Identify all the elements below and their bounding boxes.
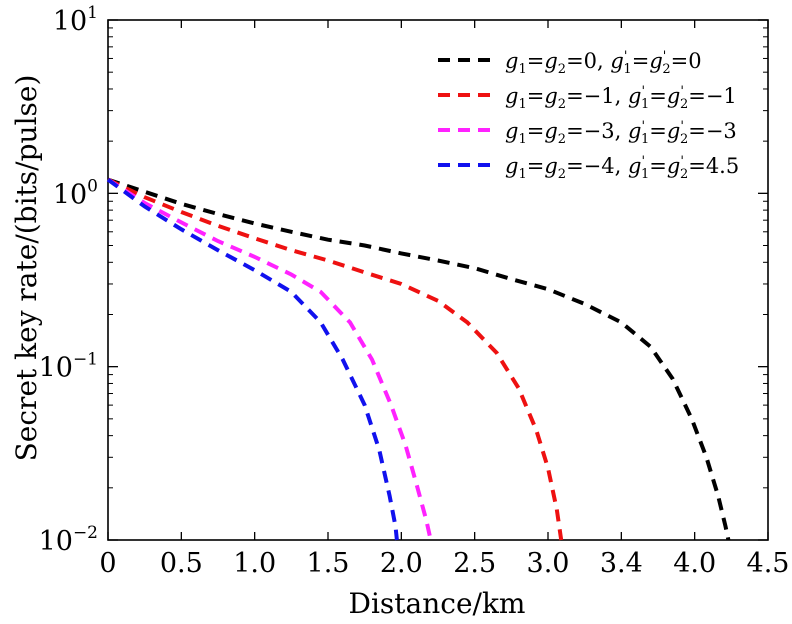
y-tick-label: 10−2 bbox=[39, 523, 98, 557]
x-axis-label: Distance/km bbox=[349, 587, 526, 620]
y-tick-label: 100 bbox=[53, 176, 98, 210]
legend-label-4: g1=g2=−4, g' 1=g' 2=4.5 bbox=[505, 154, 739, 182]
y-tick-base: 10 bbox=[53, 6, 87, 37]
y-tick-label: 101 bbox=[53, 3, 98, 37]
series-line-3 bbox=[106, 177, 433, 541]
x-tick-label: 2.5 bbox=[453, 548, 496, 579]
y-tick-exponent: 1 bbox=[87, 3, 98, 23]
y-tick-base: 10 bbox=[39, 353, 73, 384]
x-tick-label: 0 bbox=[99, 548, 116, 579]
y-tick-label: 10−1 bbox=[39, 350, 98, 384]
y-tick-exponent: −2 bbox=[73, 523, 98, 543]
x-tick-label: 1.5 bbox=[307, 548, 350, 579]
x-tick-label: 0.5 bbox=[160, 548, 203, 579]
x-tick-label: 3.4 bbox=[600, 548, 643, 579]
y-tick-base: 10 bbox=[53, 179, 87, 210]
plot-area bbox=[106, 177, 731, 541]
axes: 0 0.5 1.0 1.5 2.0 2.5 3.0 3.4 4.0 4.510−210−11001… bbox=[39, 3, 790, 579]
legend-label-1: g1=g2=0, g' 1=g' 2=0 bbox=[505, 49, 702, 77]
y-tick-exponent: 0 bbox=[87, 176, 98, 196]
legend-label-2: g1=g2=−1, g' 1=g' 2=−1 bbox=[505, 84, 737, 112]
y-tick-exponent: −1 bbox=[73, 350, 98, 370]
x-tick-label: 1.0 bbox=[233, 548, 276, 579]
x-tick-label: 4.5 bbox=[747, 548, 790, 579]
x-tick-label: 4.0 bbox=[673, 548, 716, 579]
x-tick-label: 2.0 bbox=[380, 548, 423, 579]
y-tick-base: 10 bbox=[39, 526, 73, 557]
y-axis-label: Secret key rate/(bits/pulse) bbox=[10, 75, 43, 462]
x-tick-label: 3.0 bbox=[527, 548, 570, 579]
series-line-4 bbox=[106, 177, 399, 541]
legend-label-3: g1=g2=−3, g' 1=g' 2=−3 bbox=[505, 119, 737, 147]
plot-frame bbox=[107, 19, 769, 541]
series-line-2 bbox=[107, 177, 564, 541]
legend: g1=g2=0, g' 1=g' 2=0 g1=g2=−1, g' 1=g' 2=−1 g1… bbox=[438, 49, 739, 182]
